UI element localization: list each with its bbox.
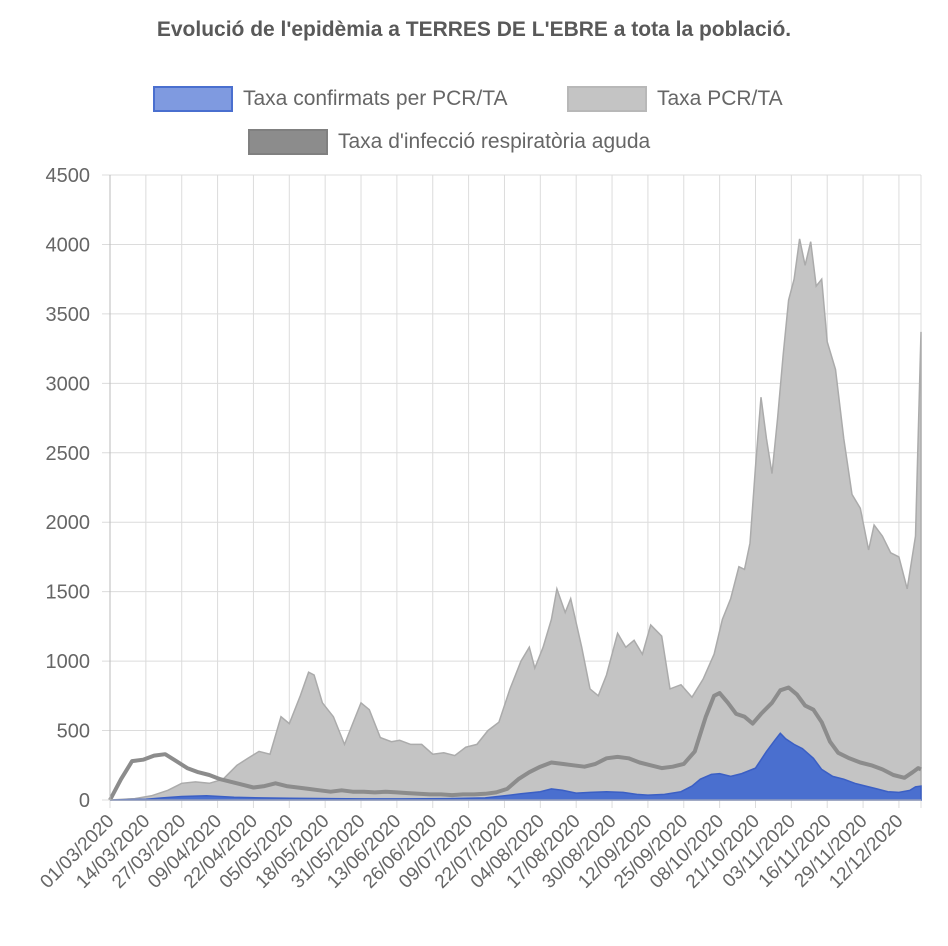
legend-label-pcr: Taxa PCR/TA bbox=[657, 87, 783, 110]
legend-swatch-confirmed bbox=[153, 86, 233, 112]
chart-title: Evolució de l'epidèmia a TERRES DE L'EBR… bbox=[156, 18, 792, 41]
series-area-pcr bbox=[109, 238, 922, 801]
y-tick-label: 4000 bbox=[46, 234, 91, 256]
y-tick-label: 4500 bbox=[46, 165, 91, 187]
y-tick-label: 500 bbox=[57, 721, 90, 743]
legend-label-confirmed: Taxa confirmats per PCR/TA bbox=[243, 87, 508, 110]
y-tick-label: 2000 bbox=[46, 512, 91, 534]
legend-swatch-pcr bbox=[567, 86, 647, 112]
legend-item-confirmed[interactable]: Taxa confirmats per PCR/TA bbox=[153, 84, 508, 114]
series-area-confirmed bbox=[109, 732, 922, 801]
series-line-respiratory bbox=[108, 685, 922, 801]
legend-label-respiratory: Taxa d'infecció respiratòria aguda bbox=[338, 130, 651, 153]
y-tick-label: 1500 bbox=[46, 582, 91, 604]
series-layer bbox=[108, 238, 922, 801]
y-tick-label: 2500 bbox=[46, 443, 91, 465]
legend-item-respiratory[interactable]: Taxa d'infecció respiratòria aguda bbox=[248, 127, 650, 157]
legend-swatch-respiratory bbox=[248, 129, 328, 155]
y-tick-label: 3000 bbox=[46, 373, 91, 395]
y-tick-label: 3500 bbox=[46, 304, 91, 326]
y-tick-label: 1000 bbox=[46, 651, 91, 673]
y-tick-label: 0 bbox=[79, 790, 90, 812]
legend-item-pcr[interactable]: Taxa PCR/TA bbox=[567, 84, 783, 114]
